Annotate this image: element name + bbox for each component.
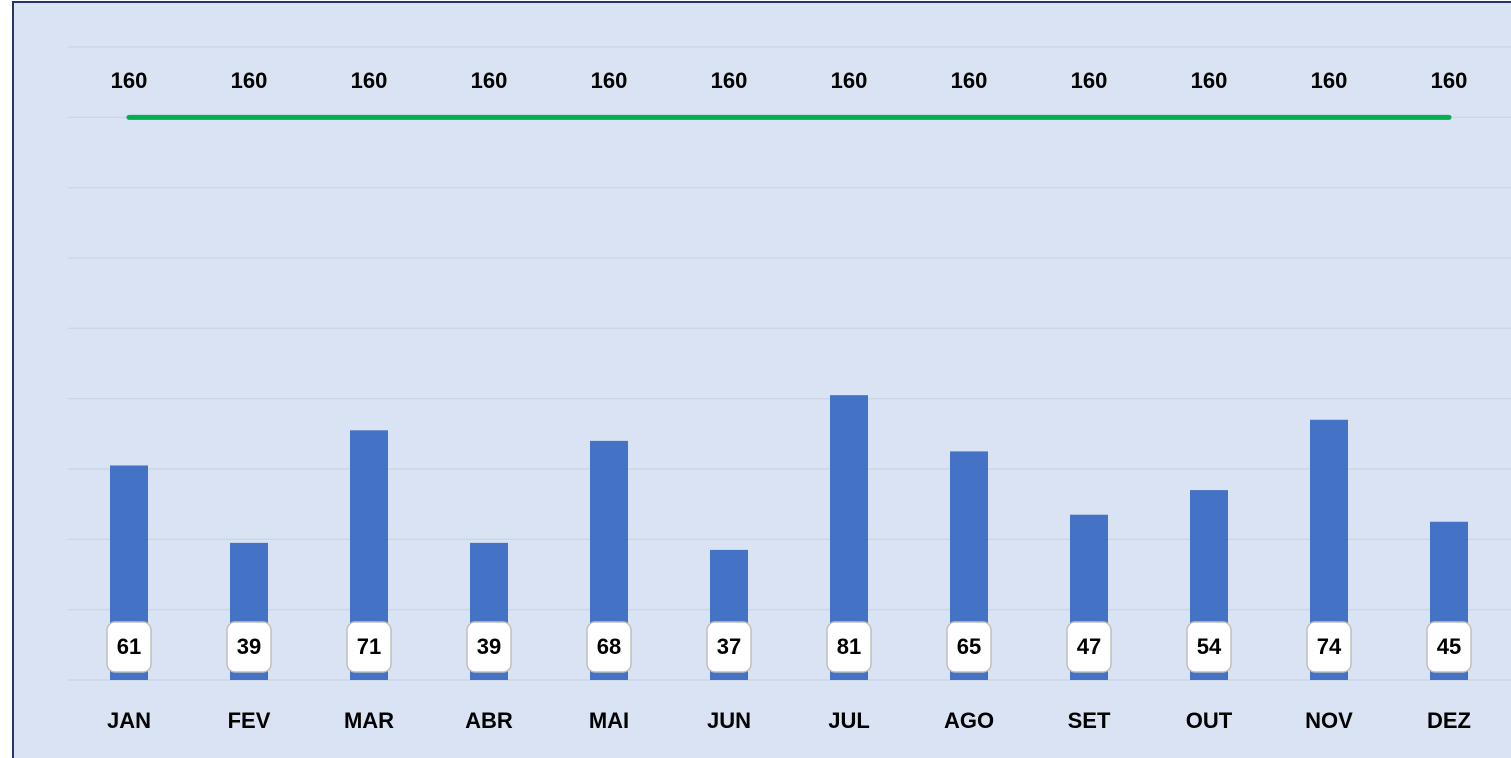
x-tick-label: JAN <box>107 708 151 733</box>
data-label: 160 <box>591 68 628 93</box>
x-tick-label: FEV <box>228 708 271 733</box>
data-label: 39 <box>237 634 261 659</box>
data-label-box <box>466 621 512 673</box>
data-label: 81 <box>837 634 861 659</box>
data-label: 160 <box>1431 68 1468 93</box>
data-label: 160 <box>951 68 988 93</box>
data-label-box <box>946 621 992 673</box>
data-label-box <box>706 621 752 673</box>
x-tick-label: DEZ <box>1427 708 1471 733</box>
data-label: 47 <box>1077 634 1101 659</box>
x-tick-label: MAI <box>589 708 629 733</box>
data-label: 160 <box>1311 68 1348 93</box>
x-tick-label: JUL <box>828 708 870 733</box>
x-tick-label: AGO <box>944 708 994 733</box>
x-tick-label: NOV <box>1305 708 1353 733</box>
data-label: 68 <box>597 634 621 659</box>
data-label: 160 <box>111 68 148 93</box>
data-label: 37 <box>717 634 741 659</box>
x-tick-label: SET <box>1068 708 1111 733</box>
data-label-box <box>106 621 152 673</box>
data-label: 160 <box>471 68 508 93</box>
data-label: 54 <box>1197 634 1222 659</box>
x-tick-label: ABR <box>465 708 513 733</box>
data-label-box <box>586 621 632 673</box>
data-label: 160 <box>711 68 748 93</box>
data-label: 45 <box>1437 634 1461 659</box>
data-label-box <box>1066 621 1112 673</box>
data-label: 61 <box>117 634 141 659</box>
data-label: 160 <box>1191 68 1228 93</box>
data-label: 71 <box>357 634 381 659</box>
data-label: 65 <box>957 634 981 659</box>
data-label-box <box>1426 621 1472 673</box>
data-label-box <box>226 621 272 673</box>
x-tick-label: JUN <box>707 708 751 733</box>
data-label: 160 <box>831 68 868 93</box>
data-label-box <box>1306 621 1352 673</box>
data-label-box <box>826 621 872 673</box>
x-tick-label: MAR <box>344 708 394 733</box>
data-label: 160 <box>231 68 268 93</box>
data-label-box <box>346 621 392 673</box>
data-label-box <box>1186 621 1232 673</box>
data-label: 160 <box>1071 68 1108 93</box>
x-tick-label: OUT <box>1186 708 1233 733</box>
data-label: 39 <box>477 634 501 659</box>
data-label: 160 <box>351 68 388 93</box>
data-label: 74 <box>1317 634 1342 659</box>
